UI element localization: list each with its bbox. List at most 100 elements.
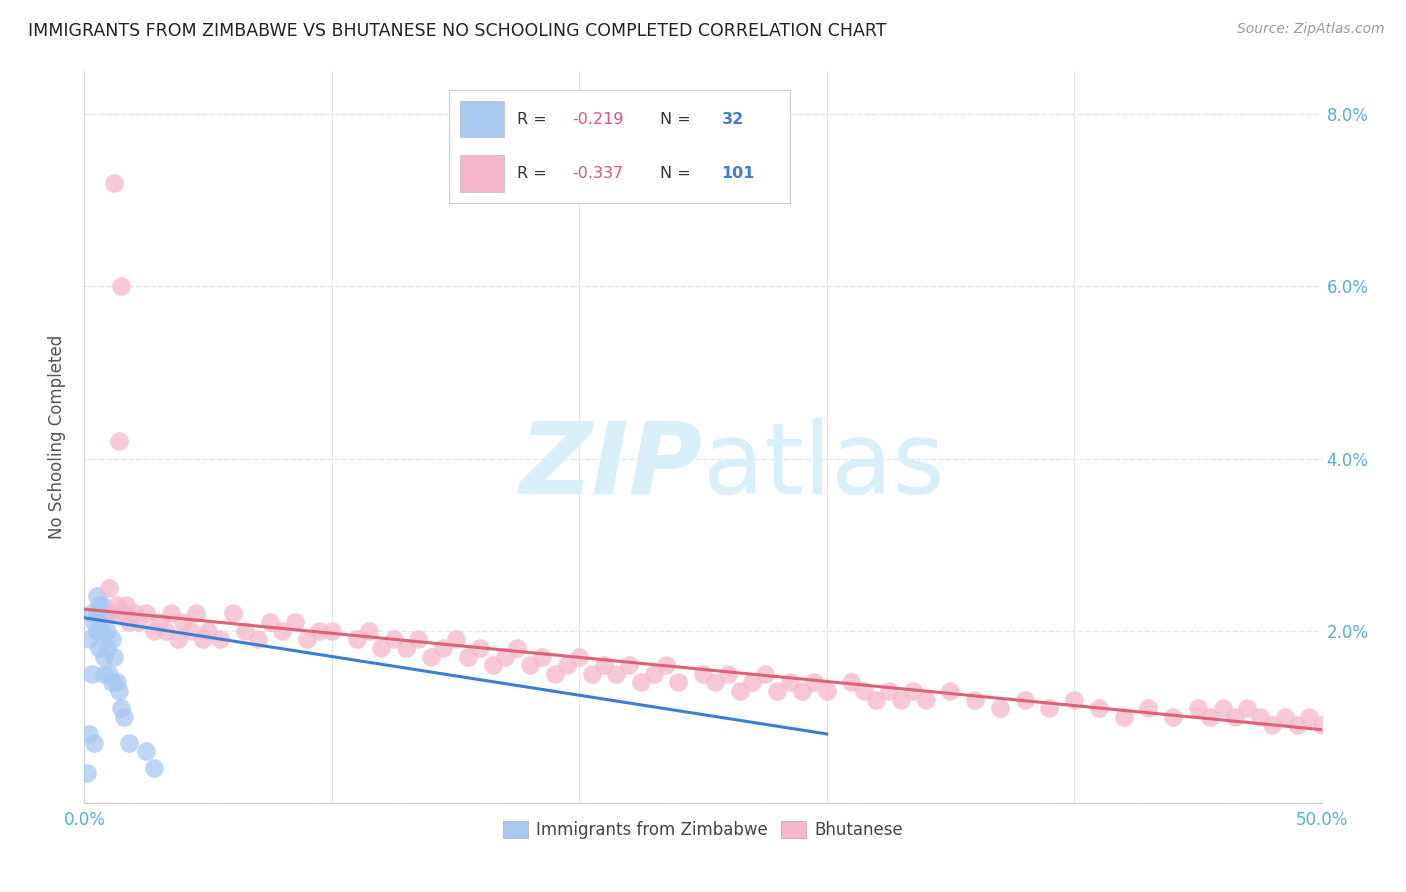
Point bbox=[142, 624, 165, 638]
Point bbox=[233, 624, 256, 638]
Point bbox=[167, 632, 190, 647]
Point bbox=[865, 692, 887, 706]
Point bbox=[346, 632, 368, 647]
Point bbox=[1249, 710, 1271, 724]
Point bbox=[86, 624, 108, 638]
Point bbox=[180, 624, 202, 638]
Point bbox=[271, 624, 294, 638]
Point bbox=[1372, 718, 1395, 732]
Point bbox=[135, 607, 157, 621]
Point bbox=[852, 684, 875, 698]
Point bbox=[1137, 701, 1160, 715]
Point bbox=[321, 624, 343, 638]
Point bbox=[543, 666, 565, 681]
Point bbox=[80, 607, 103, 621]
Point bbox=[581, 666, 603, 681]
Point bbox=[83, 615, 105, 629]
Point bbox=[246, 632, 269, 647]
Point bbox=[890, 692, 912, 706]
Point bbox=[86, 607, 108, 621]
Point bbox=[988, 701, 1011, 715]
Point bbox=[1038, 701, 1060, 715]
Point bbox=[128, 615, 150, 629]
Point bbox=[1336, 718, 1358, 732]
Point bbox=[103, 176, 125, 190]
Point bbox=[110, 279, 132, 293]
Point bbox=[79, 727, 101, 741]
Point bbox=[432, 640, 454, 655]
Point bbox=[191, 632, 214, 647]
Point bbox=[80, 666, 103, 681]
Point bbox=[1161, 710, 1184, 724]
Point bbox=[93, 649, 115, 664]
Point bbox=[209, 632, 232, 647]
Point bbox=[470, 640, 492, 655]
Point bbox=[108, 434, 131, 449]
Point bbox=[1014, 692, 1036, 706]
Point bbox=[83, 735, 105, 749]
Point bbox=[1298, 710, 1320, 724]
Point bbox=[605, 666, 627, 681]
Point bbox=[593, 658, 616, 673]
Point bbox=[1274, 710, 1296, 724]
Point bbox=[555, 658, 578, 673]
Point bbox=[259, 615, 281, 629]
Point bbox=[903, 684, 925, 698]
Point bbox=[408, 632, 430, 647]
Point bbox=[103, 649, 125, 664]
Point bbox=[382, 632, 405, 647]
Point bbox=[1088, 701, 1111, 715]
Point bbox=[86, 589, 108, 603]
Point bbox=[779, 675, 801, 690]
Point bbox=[79, 632, 101, 647]
Point bbox=[90, 598, 112, 612]
Point bbox=[531, 649, 554, 664]
Point bbox=[655, 658, 678, 673]
Point bbox=[717, 666, 740, 681]
Point bbox=[76, 765, 98, 780]
Point bbox=[965, 692, 987, 706]
Point bbox=[98, 666, 121, 681]
Point bbox=[568, 649, 591, 664]
Point bbox=[197, 624, 219, 638]
Point bbox=[284, 615, 307, 629]
Point bbox=[741, 675, 763, 690]
Point bbox=[100, 675, 122, 690]
Point bbox=[110, 701, 132, 715]
Point bbox=[841, 675, 863, 690]
Point bbox=[184, 607, 207, 621]
Point bbox=[457, 649, 479, 664]
Point bbox=[96, 624, 118, 638]
Point bbox=[1347, 727, 1369, 741]
Point bbox=[766, 684, 789, 698]
Point bbox=[939, 684, 962, 698]
Point bbox=[643, 666, 665, 681]
Point bbox=[1223, 710, 1246, 724]
Point bbox=[1360, 718, 1382, 732]
Point bbox=[728, 684, 751, 698]
Point bbox=[172, 615, 194, 629]
Point bbox=[1285, 718, 1308, 732]
Point bbox=[1261, 718, 1284, 732]
Point bbox=[790, 684, 813, 698]
Point bbox=[617, 658, 640, 673]
Point bbox=[105, 598, 128, 612]
Point bbox=[1063, 692, 1085, 706]
Point bbox=[93, 607, 115, 621]
Point bbox=[160, 607, 183, 621]
Legend: Immigrants from Zimbabwe, Bhutanese: Immigrants from Zimbabwe, Bhutanese bbox=[496, 814, 910, 846]
Point bbox=[494, 649, 516, 664]
Point bbox=[630, 675, 652, 690]
Point bbox=[1187, 701, 1209, 715]
Point bbox=[481, 658, 503, 673]
Point bbox=[1199, 710, 1222, 724]
Point bbox=[222, 607, 245, 621]
Point bbox=[914, 692, 936, 706]
Point bbox=[118, 735, 141, 749]
Point bbox=[105, 675, 128, 690]
Point bbox=[93, 666, 115, 681]
Point bbox=[692, 666, 714, 681]
Point bbox=[112, 710, 135, 724]
Point bbox=[444, 632, 467, 647]
Point bbox=[1323, 710, 1346, 724]
